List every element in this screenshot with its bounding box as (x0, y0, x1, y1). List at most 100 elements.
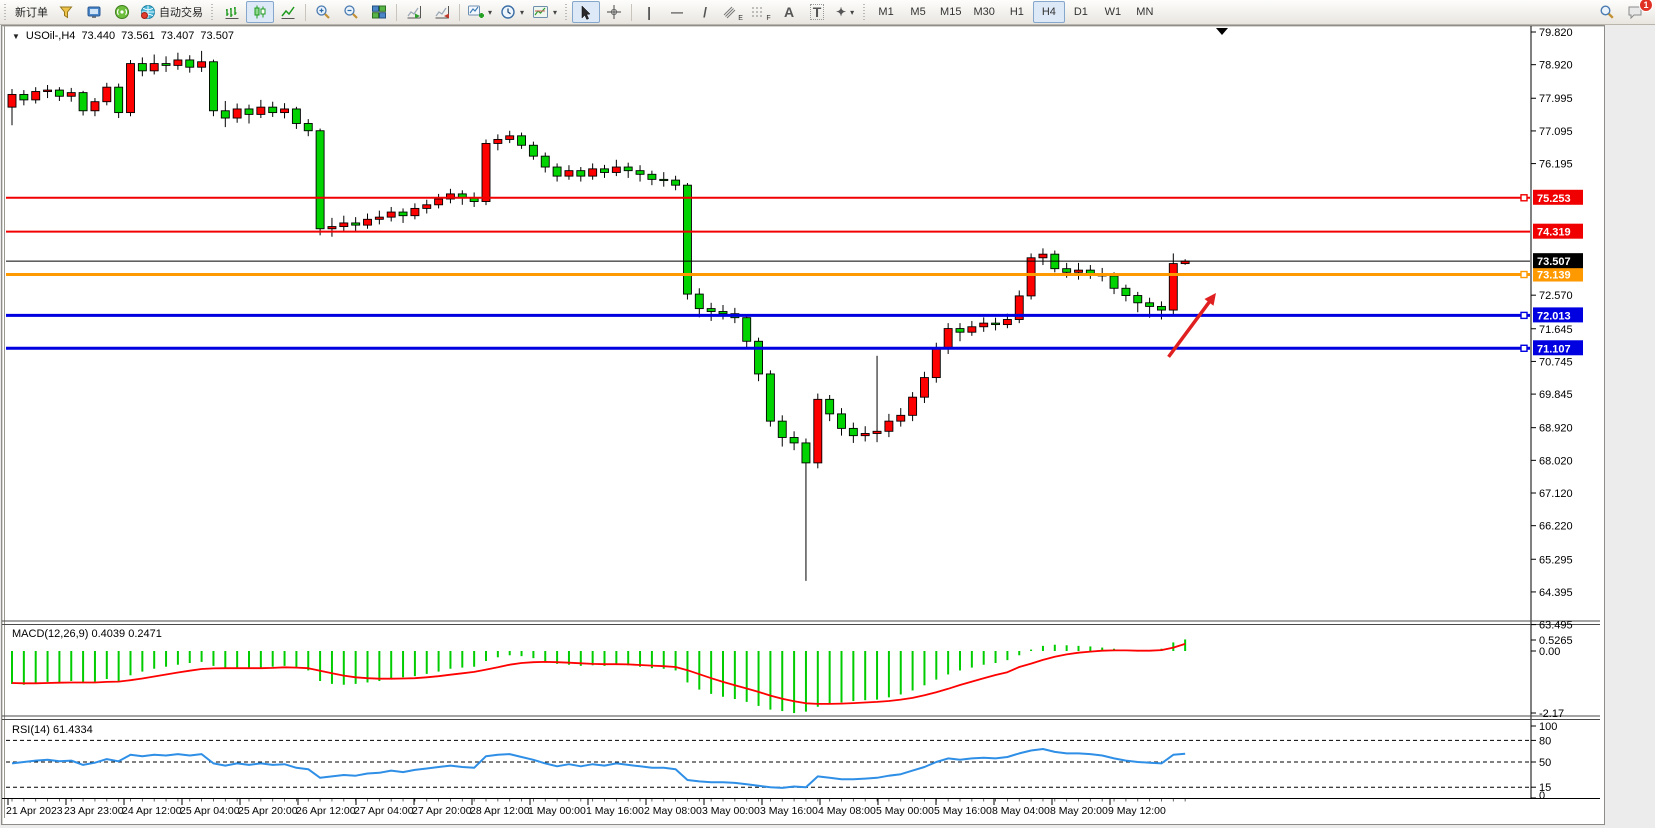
horizontal-line-tool-button[interactable]: — (663, 1, 691, 23)
tile-windows-button[interactable] (365, 1, 393, 23)
timeframe-m30-button[interactable]: M30 (973, 6, 995, 18)
svg-text:71.107: 71.107 (1537, 343, 1571, 355)
svg-text:5 May 16:00: 5 May 16:00 (934, 805, 992, 817)
add-indicator-icon (467, 4, 484, 20)
chart-title: ▼ USOil-,H4 73.440 73.561 73.407 73.507 (12, 30, 234, 42)
line-chart-icon (280, 4, 296, 20)
fibonacci-tool-button[interactable]: F (747, 1, 775, 23)
panel-frame (2, 26, 1600, 818)
zoom-out-icon (343, 4, 359, 20)
svg-text:1 May 16:00: 1 May 16:00 (586, 805, 644, 817)
vertical-line-tool-button[interactable]: | (635, 1, 663, 23)
cursor-icon (579, 4, 593, 20)
svg-text:8 May 20:00: 8 May 20:00 (1050, 805, 1108, 817)
svg-text:21 Apr 2023: 21 Apr 2023 (6, 805, 63, 817)
template-button[interactable]: ▾ (528, 1, 561, 23)
svg-text:24 Apr 12:00: 24 Apr 12:00 (122, 805, 182, 817)
signal-icon (114, 4, 130, 20)
svg-text:28 Apr 12:00: 28 Apr 12:00 (470, 805, 530, 817)
search-icon (1599, 4, 1615, 20)
crosshair-icon (606, 4, 622, 20)
channel-tool-button[interactable]: E (719, 1, 747, 23)
terminal-button[interactable] (80, 1, 108, 23)
svg-text:63.495: 63.495 (1539, 620, 1573, 632)
new-order-label: 新订单 (15, 7, 48, 19)
horizontal-level-lines[interactable] (6, 194, 1530, 352)
globe-icon (140, 4, 156, 20)
signals-button[interactable] (108, 1, 136, 23)
svg-text:80: 80 (1539, 735, 1551, 747)
timeframe-h1-button[interactable]: H1 (1009, 6, 1024, 18)
notifications-button[interactable]: 1 (1621, 0, 1653, 23)
clock-icon (500, 4, 516, 20)
zoom-out-button[interactable] (337, 1, 365, 23)
market-watch-button[interactable] (52, 1, 80, 23)
timeframe-w1-button[interactable]: W1 (1104, 6, 1122, 18)
chart-shift-button[interactable] (428, 1, 456, 23)
svg-text:2 May 08:00: 2 May 08:00 (644, 805, 702, 817)
svg-text:79.820: 79.820 (1539, 27, 1573, 39)
trend-arrow-annotation[interactable] (1167, 292, 1216, 358)
svg-text:71.645: 71.645 (1539, 324, 1573, 336)
auto-trading-button[interactable]: 自动交易 (136, 1, 207, 23)
ohlc-open: 73.440 (81, 30, 116, 42)
chart-shift-icon (434, 4, 451, 20)
chart-window[interactable] (1, 25, 1605, 825)
timeframe-m1-button[interactable]: M1 (878, 6, 894, 18)
vertical-line-icon: | (647, 4, 651, 20)
chevron-down-icon[interactable]: ▾ (850, 7, 855, 17)
add-indicator-button[interactable]: ▾ (463, 1, 496, 23)
bar-chart-button[interactable] (218, 1, 246, 23)
svg-text:68.920: 68.920 (1539, 423, 1573, 435)
svg-text:-2.17: -2.17 (1539, 708, 1564, 720)
timeframe-h4-button[interactable]: H4 (1032, 1, 1065, 23)
svg-text:0.00: 0.00 (1539, 646, 1560, 658)
rsi-panel: 100 80 50 150 (6, 721, 1557, 802)
svg-text:100: 100 (1539, 721, 1557, 733)
cursor-tool-button[interactable] (572, 1, 601, 23)
macd-signal-line (11, 643, 1186, 705)
candlestick-icon (252, 4, 268, 20)
trendline-tool-button[interactable]: / (691, 1, 719, 23)
svg-text:64.395: 64.395 (1539, 587, 1573, 599)
candlestick-chart-button[interactable] (246, 1, 274, 23)
chevron-down-icon[interactable]: ▾ (488, 7, 493, 17)
svg-text:9 May 12:00: 9 May 12:00 (1108, 805, 1166, 817)
timeframe-m15-button[interactable]: M15 (940, 6, 962, 18)
line-chart-button[interactable] (274, 1, 302, 23)
timeframe-d1-button[interactable]: D1 (1073, 6, 1088, 18)
svg-text:27 Apr 04:00: 27 Apr 04:00 (354, 805, 414, 817)
chevron-down-icon[interactable]: ▾ (520, 7, 525, 17)
toolbar-separator (459, 3, 460, 21)
auto-scroll-button[interactable] (400, 1, 428, 23)
svg-text:77.095: 77.095 (1539, 126, 1573, 138)
symbol-dropdown-icon[interactable]: ▼ (12, 31, 20, 41)
channel-letter: E (738, 15, 743, 22)
text-label-tool-button[interactable]: T (803, 1, 831, 23)
svg-text:69.845: 69.845 (1539, 389, 1573, 401)
svg-text:5 May 00:00: 5 May 00:00 (876, 805, 934, 817)
text-label-icon: T (809, 4, 825, 20)
crosshair-tool-button[interactable] (600, 1, 628, 23)
zoom-in-button[interactable] (309, 1, 337, 23)
chart-shift-marker[interactable] (1216, 28, 1228, 35)
svg-text:3 May 00:00: 3 May 00:00 (702, 805, 760, 817)
auto-trading-label: 自动交易 (159, 7, 203, 19)
timeframe-m5-button[interactable]: M5 (910, 6, 926, 18)
svg-text:25 Apr 04:00: 25 Apr 04:00 (180, 805, 240, 817)
search-button[interactable] (1593, 1, 1621, 23)
ohlc-high: 73.561 (121, 30, 155, 42)
periods-clock-button[interactable]: ▾ (496, 1, 528, 23)
chevron-down-icon[interactable]: ▾ (553, 7, 558, 17)
toolbar-separator (396, 3, 397, 21)
trendline-icon: / (703, 4, 707, 20)
new-order-button[interactable]: 新订单 (11, 1, 52, 23)
rsi-name: RSI(14) (12, 724, 50, 736)
timeframe-mn-button[interactable]: MN (1136, 6, 1154, 18)
arrows-tool-button[interactable]: ✦ ▾ (831, 1, 859, 23)
arrows-tool-icon: ✦ (836, 5, 847, 19)
svg-text:74.319: 74.319 (1537, 227, 1571, 239)
text-tool-button[interactable]: A (775, 1, 803, 23)
template-icon (532, 4, 549, 20)
